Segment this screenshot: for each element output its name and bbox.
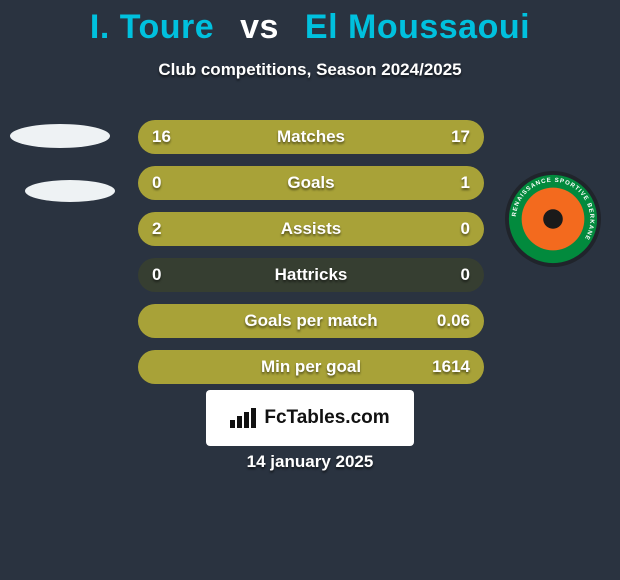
player2-name: El Moussaoui	[305, 8, 530, 46]
stat-value-right: 0	[461, 219, 470, 239]
stat-value-right: 0.06	[437, 311, 470, 331]
stat-value-right: 1	[461, 173, 470, 193]
stat-label: Assists	[138, 219, 484, 239]
bars-chart-icon	[230, 408, 258, 428]
player1-name: I. Toure	[90, 8, 214, 46]
team-placeholder-ellipse-bottom	[25, 180, 115, 202]
branding-text: FcTables.com	[264, 407, 389, 429]
stat-row: 0Goals1	[138, 166, 484, 200]
team-placeholder-ellipse-top	[10, 124, 110, 148]
stat-value-right: 17	[451, 127, 470, 147]
stat-row: 0Hattricks0	[138, 258, 484, 292]
date-text: 14 january 2025	[0, 452, 620, 472]
stat-row: Goals per match0.06	[138, 304, 484, 338]
stat-label: Goals per match	[138, 311, 484, 331]
stat-value-right: 1614	[432, 357, 470, 377]
stat-label: Goals	[138, 173, 484, 193]
stat-value-right: 0	[461, 265, 470, 285]
comparison-card: I. Toure vs El Moussaoui Club competitio…	[0, 0, 620, 580]
subtitle: Club competitions, Season 2024/2025	[0, 60, 620, 80]
stat-label: Hattricks	[138, 265, 484, 285]
renaissance-sportive-berkane-logo: RENAISSANCE SPORTIVE BERKANE	[504, 170, 602, 268]
comparison-bars: 16Matches170Goals12Assists00Hattricks0Go…	[138, 120, 484, 396]
stat-row: 16Matches17	[138, 120, 484, 154]
title-vs: vs	[240, 8, 279, 46]
stat-label: Matches	[138, 127, 484, 147]
branding-badge: FcTables.com	[206, 390, 414, 446]
stat-row: 2Assists0	[138, 212, 484, 246]
stat-row: Min per goal1614	[138, 350, 484, 384]
title: I. Toure vs El Moussaoui	[0, 8, 620, 47]
